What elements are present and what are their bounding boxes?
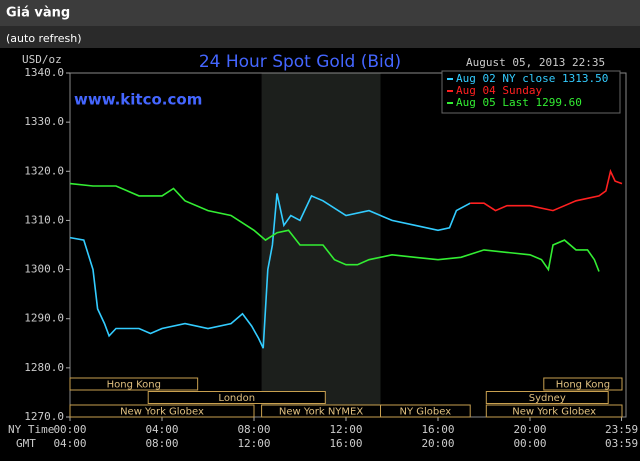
x-label: NY Time <box>8 423 54 436</box>
auto-refresh: (auto refresh) <box>6 32 82 45</box>
x-tick-label: 20:00 <box>513 423 546 436</box>
price-line <box>69 193 471 349</box>
legend-label: Aug 05 Last 1299.60 <box>456 96 582 109</box>
header-bar <box>0 0 640 26</box>
watermark: www.kitco.com <box>74 91 202 109</box>
x2-tick-label: 04:00 <box>53 437 86 450</box>
x-tick-label: 04:00 <box>145 423 178 436</box>
y-label: USD/oz <box>22 53 62 66</box>
y-tick-label: 1290.0 <box>24 312 64 325</box>
session-label: Hong Kong <box>107 380 161 391</box>
x2-tick-label: 03:59 <box>605 437 638 450</box>
session-label: New York NYMEX <box>279 407 364 418</box>
legend-label: Aug 02 NY close 1313.50 <box>456 72 608 85</box>
legend-label: Aug 04 Sunday <box>456 84 542 97</box>
y-tick-label: 1340.0 <box>24 66 64 79</box>
session-box <box>380 404 471 418</box>
x2-tick-label: 00:00 <box>513 437 546 450</box>
legend-box <box>441 70 621 114</box>
session-label: New York Globex <box>120 407 204 418</box>
session-box <box>485 391 609 404</box>
x2-tick-label: 16:00 <box>329 437 362 450</box>
session-box <box>69 377 199 391</box>
timestamp: August 05, 2013 22:35 <box>466 56 605 69</box>
session-box <box>543 377 623 391</box>
session-box <box>69 404 255 418</box>
x-tick-label: 16:00 <box>421 423 454 436</box>
session-label: Hong Kong <box>556 380 610 391</box>
header-title: Giá vàng <box>6 6 70 21</box>
x-tick-label: 08:00 <box>237 423 270 436</box>
price-line <box>470 168 623 212</box>
x-tick-label: 12:00 <box>329 423 362 436</box>
session-label: NY Globex <box>400 407 452 418</box>
session-box <box>485 404 623 418</box>
y-tick-label: 1270.0 <box>24 410 64 423</box>
x2-tick-label: 20:00 <box>421 437 454 450</box>
x-tick-label: 00:00 <box>53 423 86 436</box>
subheader <box>0 26 640 48</box>
session-label: New York Globex <box>512 407 596 418</box>
y-tick-label: 1300.0 <box>24 263 64 276</box>
y-tick-label: 1310.0 <box>24 213 64 226</box>
session-box <box>147 391 326 404</box>
x2-tick-label: 08:00 <box>145 437 178 450</box>
x2-label: GMT <box>16 437 36 450</box>
x2-tick-label: 12:00 <box>237 437 270 450</box>
chart-title: 24 Hour Spot Gold (Bid) <box>199 52 401 72</box>
session-label: Sydney <box>529 393 566 404</box>
y-tick-label: 1280.0 <box>24 361 64 374</box>
y-tick-label: 1320.0 <box>24 164 64 177</box>
y-tick-label: 1330.0 <box>24 115 64 128</box>
x-tick-label: 23:59 <box>605 423 638 436</box>
session-label: London <box>218 393 255 404</box>
price-line <box>69 182 600 272</box>
